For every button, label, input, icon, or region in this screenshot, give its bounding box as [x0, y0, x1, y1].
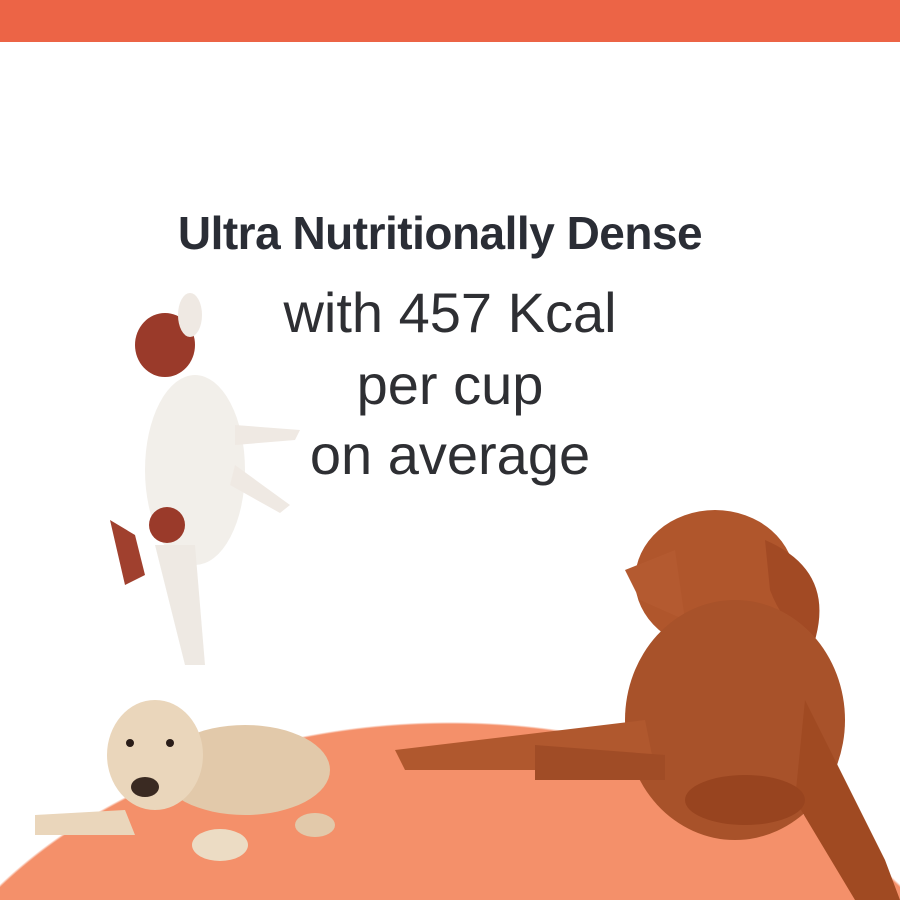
golden-retriever-puppy-image — [35, 700, 335, 861]
jumping-terrier-image — [110, 293, 300, 665]
top-accent-bar — [0, 0, 900, 42]
headline-line-3: on average — [309, 423, 591, 486]
headline-title: Ultra Nutritionally Dense — [177, 207, 703, 259]
headline-line-2: per cup — [356, 353, 544, 416]
vizsla-dog-image — [395, 510, 900, 900]
headline-line-1: with 457 Kcal — [283, 281, 617, 344]
